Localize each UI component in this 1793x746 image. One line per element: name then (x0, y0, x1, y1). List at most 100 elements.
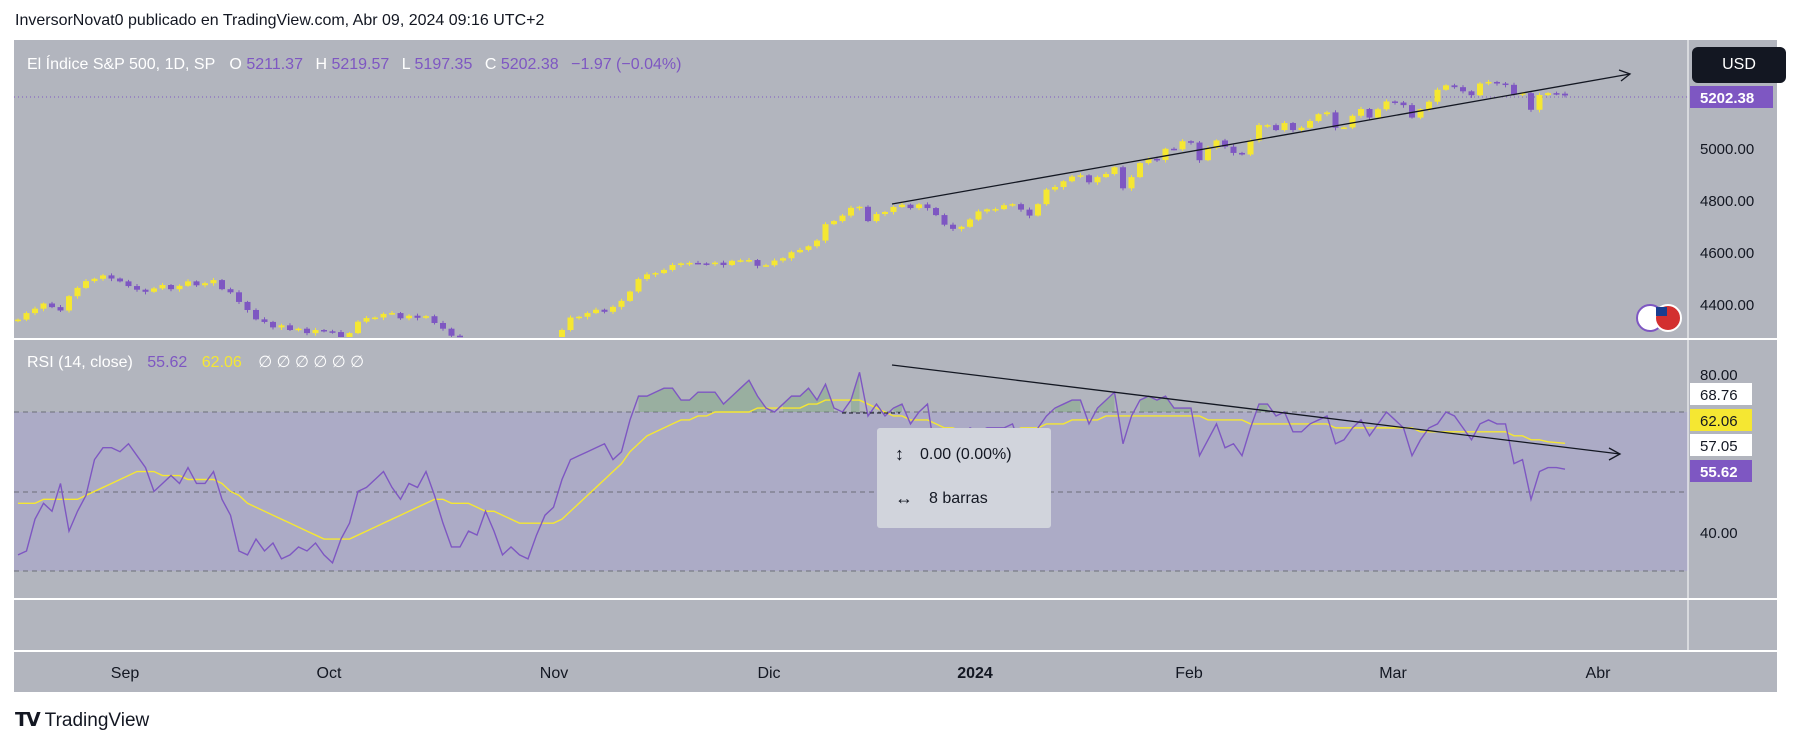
candle (23, 313, 30, 320)
candle (584, 313, 591, 317)
candle (440, 322, 446, 329)
candle (1247, 140, 1254, 155)
x-tick-nov: Nov (540, 665, 568, 682)
tradingview-logo[interactable]: 𝗧𝗩 TradingView (15, 709, 149, 732)
rsi-overbought-fill (1097, 392, 1115, 412)
rsi-legend-empty-values: ∅ ∅ ∅ ∅ ∅ ∅ (258, 354, 364, 371)
candle (1417, 109, 1424, 118)
candle (1273, 125, 1279, 131)
candle (151, 288, 157, 292)
candle (1154, 158, 1160, 161)
last-price-label: 5202.38 (1700, 90, 1754, 107)
candle (338, 332, 344, 337)
candle (236, 292, 242, 302)
candle (780, 258, 786, 261)
candle (1060, 181, 1067, 187)
rsi-overbought-fill (638, 380, 766, 412)
rsi-legend-ma-value: 62.06 (202, 354, 242, 371)
candle (686, 262, 693, 265)
candle (193, 281, 200, 286)
candle (1052, 187, 1058, 190)
candle (1536, 94, 1543, 110)
candle (1298, 127, 1305, 131)
candle (1451, 85, 1458, 88)
candle (321, 330, 327, 332)
last-price-label-bg (1690, 86, 1773, 108)
candle (304, 328, 310, 334)
tradingview-brand: TradingView (44, 709, 150, 731)
candle (933, 208, 939, 216)
drawing-annotations[interactable] (842, 69, 1632, 461)
candle (1468, 91, 1475, 96)
currency-button[interactable]: USD (1692, 47, 1786, 83)
candle (865, 206, 871, 222)
candle (567, 317, 574, 330)
candle (712, 262, 718, 265)
candle (1179, 141, 1186, 150)
x-tick-feb: Feb (1175, 665, 1203, 682)
open-value: 5211.37 (246, 56, 303, 73)
open-label: O (229, 56, 241, 73)
candle (108, 275, 115, 279)
candle (1137, 163, 1143, 178)
candle (1358, 109, 1364, 116)
close-value: 5202.38 (501, 56, 559, 73)
candle (1494, 81, 1500, 84)
candle (831, 221, 837, 225)
candle (389, 313, 395, 315)
candle (1213, 140, 1220, 148)
candle (244, 301, 251, 310)
candle (1332, 112, 1339, 128)
candle (1103, 174, 1109, 178)
measure-price-change: 0.00 (0.00%) (920, 445, 1012, 463)
candle (159, 285, 166, 289)
candle (74, 287, 81, 297)
candle (125, 281, 132, 287)
candle (1477, 83, 1483, 96)
candle (890, 207, 897, 212)
candle (49, 303, 55, 308)
rsi-label-6206: 62.06 (1700, 413, 1738, 430)
candle (805, 246, 812, 250)
candle (134, 286, 140, 290)
candle (797, 249, 803, 253)
candle (1307, 120, 1313, 128)
candle (593, 309, 599, 314)
candle (1502, 83, 1509, 86)
candle (856, 206, 863, 209)
candle (1383, 101, 1390, 110)
svg-text:RSI (14, close) 55.62: RSI (14, close) 55.62 62.06 ∅ ∅ ∅ ∅ ∅ ∅ (27, 354, 364, 371)
rsi-overbought-fill (783, 384, 834, 412)
candle (1528, 93, 1534, 110)
candle (40, 303, 47, 309)
price-tick-4800: 4800.00 (1700, 193, 1754, 210)
candle (984, 209, 990, 212)
rsi-tick-80: 80.00 (1700, 367, 1738, 384)
candle (100, 275, 106, 279)
candle (1324, 112, 1330, 115)
candle (1264, 125, 1271, 127)
candle (423, 316, 429, 318)
candle (1281, 123, 1288, 131)
candle (1111, 167, 1118, 174)
candle (15, 319, 21, 322)
candle (610, 306, 616, 312)
x-tick-2024: 2024 (957, 665, 993, 682)
high-label: H (315, 56, 327, 73)
candle (1460, 87, 1466, 92)
candle (1553, 93, 1560, 95)
x-tick-mar: Mar (1379, 665, 1407, 682)
candle (958, 226, 965, 229)
candle (457, 335, 463, 338)
candle (261, 319, 268, 322)
candle (652, 273, 659, 275)
candle (32, 308, 38, 314)
candle (66, 296, 72, 311)
rsi-legend-name: RSI (14, close) (27, 354, 133, 371)
candle (1145, 158, 1152, 164)
candle (1018, 204, 1024, 210)
rsi-ma-line (18, 399, 1566, 540)
rsi-overbought-fill (851, 372, 860, 412)
svg-text:El Índice S&P 500, 1D, SP: El Índice S&P 500, 1D, SP O 5211.37 H 52… (27, 54, 681, 73)
